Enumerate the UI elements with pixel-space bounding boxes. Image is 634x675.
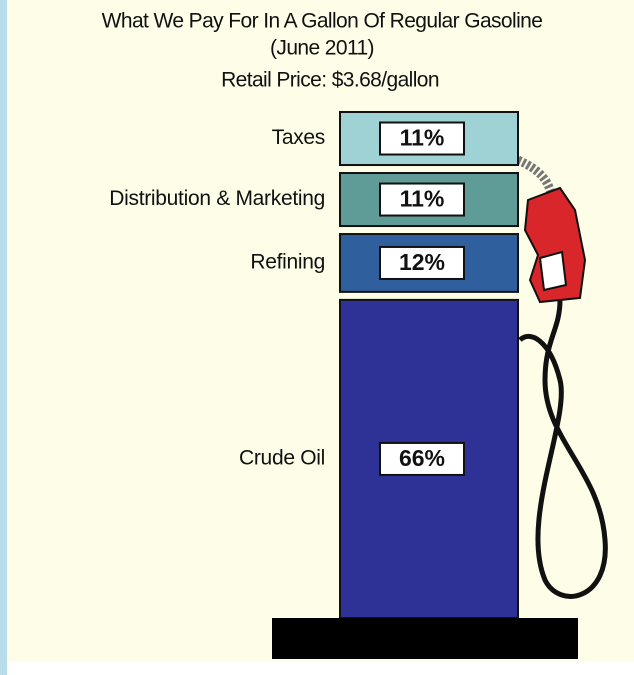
category-label: Refining <box>250 251 325 274</box>
value-label: 12% <box>399 249 445 275</box>
chart: What We Pay For In A Gallon Of Regular G… <box>0 0 634 675</box>
pump-base <box>272 618 578 659</box>
price-annotation: Retail Price: $3.68/gallon <box>221 69 439 92</box>
chart-subtitle: (June 2011) <box>270 37 374 60</box>
value-label: 11% <box>400 186 445 212</box>
value-label: 11% <box>400 125 445 151</box>
category-label: Taxes <box>272 126 325 149</box>
page: {"chart_data": {"type": "stacked-column"… <box>0 0 634 675</box>
left-border <box>0 0 7 675</box>
category-label: Distribution & Marketing <box>109 187 325 210</box>
pump-nozzle <box>518 160 605 596</box>
value-label: 66% <box>399 445 445 471</box>
bottom-band <box>7 662 634 675</box>
chart-title: What We Pay For In A Gallon Of Regular G… <box>102 10 543 33</box>
category-label: Crude Oil <box>239 446 325 469</box>
